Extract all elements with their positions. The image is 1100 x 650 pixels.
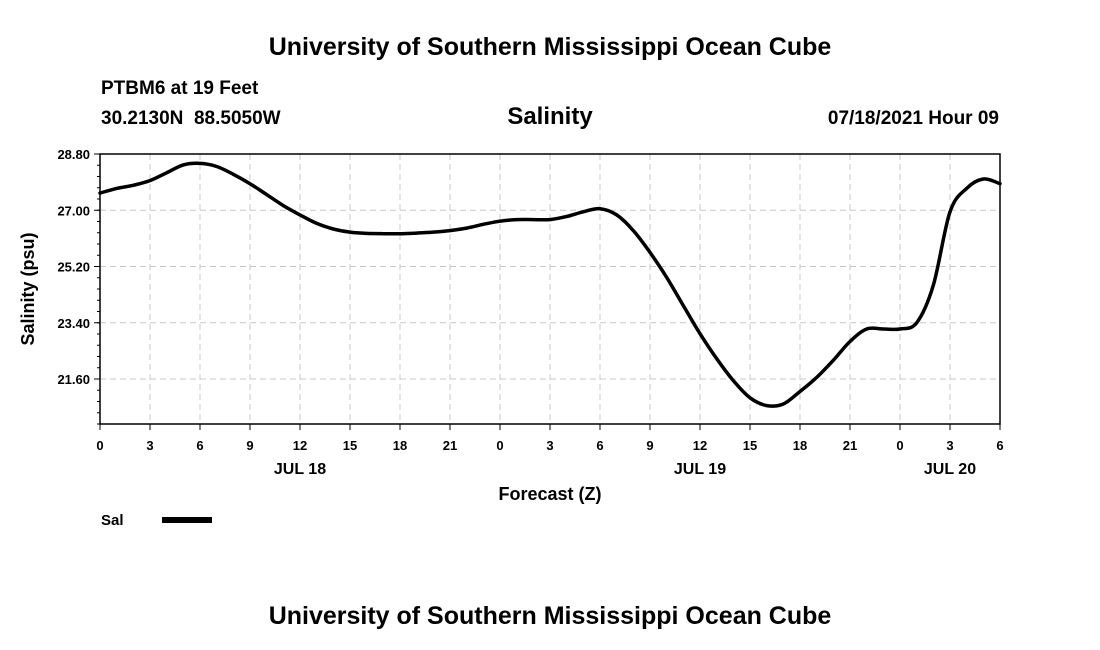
y-tick-label: 25.20 — [57, 260, 90, 275]
y-tick-label: 27.00 — [57, 203, 90, 218]
top-title: University of Southern Mississippi Ocean… — [269, 33, 832, 61]
datetime-label: 07/18/2021 Hour 09 — [828, 108, 999, 129]
x-tick-label: 21 — [843, 438, 857, 453]
x-tick-label: 18 — [393, 438, 407, 453]
salinity-series-line — [98, 161, 1002, 408]
station-label: PTBM6 at 19 Feet — [101, 78, 259, 99]
x-tick-label: 12 — [693, 438, 707, 453]
x-tick-label: 15 — [743, 438, 757, 453]
x-tick-label: 9 — [646, 438, 653, 453]
y-tick-label: 21.60 — [57, 372, 90, 387]
y-tick-label: 23.40 — [57, 316, 90, 331]
legend-label: Sal — [101, 512, 124, 529]
x-tick-label: 18 — [793, 438, 807, 453]
x-tick-label: 6 — [996, 438, 1003, 453]
legend-swatch — [162, 517, 212, 523]
series-layer — [98, 161, 1002, 408]
x-tick-label: 0 — [496, 438, 503, 453]
x-tick-label: 0 — [896, 438, 903, 453]
x-date-label: JUL 20 — [924, 461, 976, 478]
x-date-label: JUL 19 — [674, 461, 726, 478]
x-tick-label: 6 — [596, 438, 603, 453]
x-tick-label: 21 — [443, 438, 457, 453]
coordinates-label: 30.2130N 88.5050W — [101, 108, 281, 129]
x-tick-label: 6 — [196, 438, 203, 453]
bottom-title: University of Southern Mississippi Ocean… — [269, 602, 832, 630]
x-tick-label: 0 — [96, 438, 103, 453]
x-date-label: JUL 18 — [274, 461, 326, 478]
y-axis-label: Salinity (psu) — [18, 232, 38, 345]
x-tick-label: 3 — [146, 438, 153, 453]
x-tick-label: 3 — [546, 438, 553, 453]
y-tick-label: 28.80 — [57, 147, 90, 162]
parameter-title: Salinity — [507, 103, 593, 130]
axis-ticks: 0 3 6 9 12 15 18 21 0 3 6 9 12 15 18 21 0 3 6 28.80 27.00 25.… — [57, 147, 1003, 478]
x-tick-label: 9 — [246, 438, 253, 453]
x-axis-label: Forecast (Z) — [498, 484, 601, 504]
x-tick-label: 15 — [343, 438, 357, 453]
grid-lines — [100, 154, 1000, 424]
x-tick-label: 12 — [293, 438, 307, 453]
x-tick-label: 3 — [946, 438, 953, 453]
